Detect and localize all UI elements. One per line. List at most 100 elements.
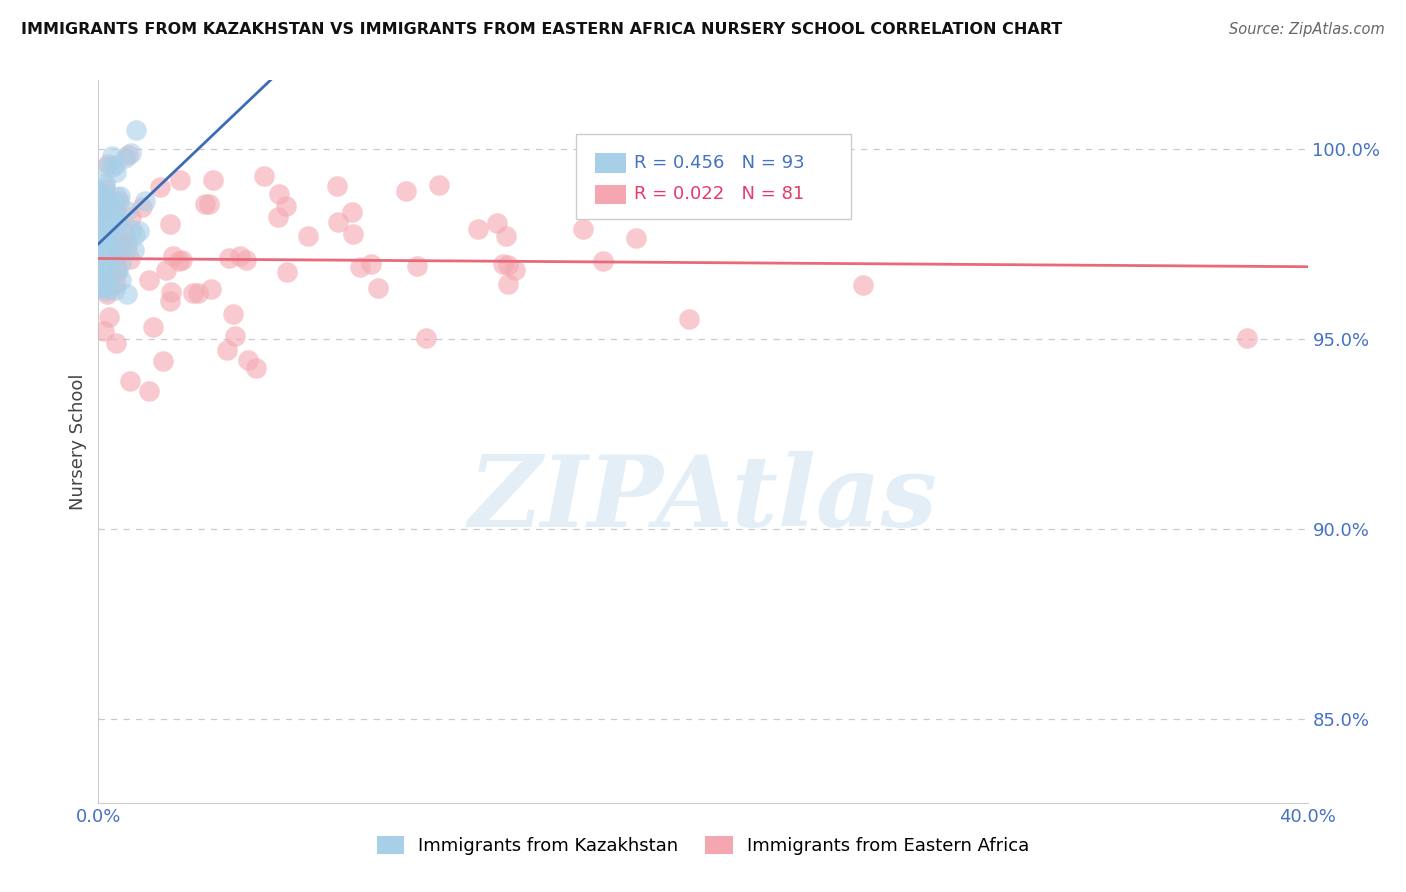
Point bbox=[97, 246, 120, 260]
Point bbox=[202, 173, 225, 187]
Point bbox=[93, 205, 115, 219]
Point bbox=[496, 277, 519, 292]
Point bbox=[159, 285, 181, 299]
Legend: Immigrants from Kazakhstan, Immigrants from Eastern Africa: Immigrants from Kazakhstan, Immigrants f… bbox=[370, 829, 1036, 863]
Point bbox=[90, 206, 112, 220]
Point bbox=[253, 169, 276, 183]
Point bbox=[274, 198, 297, 212]
Point bbox=[852, 277, 875, 292]
Point bbox=[90, 204, 112, 219]
Point bbox=[114, 226, 136, 240]
Point bbox=[592, 254, 614, 268]
Point bbox=[624, 231, 647, 245]
Point bbox=[167, 254, 190, 268]
Point bbox=[114, 151, 136, 165]
Point bbox=[101, 196, 124, 211]
Point bbox=[96, 287, 118, 301]
Point bbox=[229, 249, 252, 263]
Point bbox=[121, 223, 143, 237]
Point bbox=[94, 182, 117, 196]
Point bbox=[125, 122, 148, 136]
Point bbox=[97, 219, 120, 234]
Point bbox=[94, 259, 117, 273]
Point bbox=[94, 275, 117, 289]
Point bbox=[96, 252, 118, 266]
Point bbox=[1236, 331, 1258, 345]
Point bbox=[89, 251, 111, 265]
Point bbox=[155, 263, 177, 277]
Point bbox=[94, 178, 117, 193]
Point bbox=[93, 260, 115, 274]
Point bbox=[395, 185, 418, 199]
Point bbox=[172, 253, 194, 268]
Point bbox=[103, 210, 125, 224]
Point bbox=[427, 178, 450, 192]
Point bbox=[117, 242, 139, 256]
Point bbox=[159, 217, 181, 231]
Point bbox=[96, 251, 118, 265]
Point bbox=[96, 211, 118, 226]
Y-axis label: Nursery School: Nursery School bbox=[69, 373, 87, 510]
Point bbox=[120, 210, 142, 224]
Text: Source: ZipAtlas.com: Source: ZipAtlas.com bbox=[1229, 22, 1385, 37]
Point bbox=[90, 253, 112, 268]
Point bbox=[142, 319, 165, 334]
Point bbox=[152, 353, 174, 368]
Point bbox=[94, 251, 117, 265]
Point bbox=[94, 256, 117, 270]
Point bbox=[235, 253, 257, 268]
Point bbox=[105, 196, 128, 211]
Point bbox=[217, 343, 239, 357]
Point bbox=[194, 197, 217, 211]
Point bbox=[110, 189, 132, 203]
Point bbox=[91, 196, 114, 211]
Point bbox=[120, 145, 142, 160]
Point bbox=[91, 275, 114, 289]
Point bbox=[91, 232, 114, 246]
Point bbox=[87, 201, 110, 215]
Text: R = 0.022   N = 81: R = 0.022 N = 81 bbox=[634, 186, 804, 203]
Point bbox=[101, 233, 124, 247]
Point bbox=[87, 281, 110, 295]
Point bbox=[495, 229, 517, 244]
Text: ZIPAtlas: ZIPAtlas bbox=[468, 451, 938, 548]
Point bbox=[131, 200, 153, 214]
Point bbox=[326, 215, 349, 229]
Point bbox=[326, 178, 349, 193]
Point bbox=[91, 271, 114, 285]
Point bbox=[98, 310, 121, 324]
Point bbox=[96, 277, 118, 292]
Point bbox=[89, 258, 111, 272]
Point bbox=[162, 249, 184, 263]
Point bbox=[110, 235, 132, 250]
Point bbox=[93, 245, 115, 260]
Point bbox=[104, 283, 127, 297]
Point bbox=[100, 213, 122, 227]
Point bbox=[200, 282, 222, 296]
Point bbox=[100, 244, 122, 259]
Point bbox=[104, 336, 127, 351]
Point bbox=[105, 211, 128, 225]
Point bbox=[91, 216, 114, 230]
Point bbox=[90, 238, 112, 252]
Point bbox=[467, 222, 489, 236]
Point bbox=[128, 224, 150, 238]
Text: IMMIGRANTS FROM KAZAKHSTAN VS IMMIGRANTS FROM EASTERN AFRICA NURSERY SCHOOL CORR: IMMIGRANTS FROM KAZAKHSTAN VS IMMIGRANTS… bbox=[21, 22, 1063, 37]
Point bbox=[218, 251, 240, 265]
Point bbox=[91, 206, 114, 220]
Point bbox=[107, 234, 129, 248]
Point bbox=[120, 252, 142, 267]
Point bbox=[122, 243, 145, 257]
Point bbox=[98, 242, 121, 256]
Point bbox=[222, 307, 245, 321]
Point bbox=[89, 222, 111, 236]
Point bbox=[187, 286, 209, 301]
Point bbox=[96, 209, 118, 223]
Point bbox=[415, 331, 437, 345]
Point bbox=[104, 263, 127, 277]
Point bbox=[110, 255, 132, 269]
Point bbox=[101, 160, 124, 174]
Point bbox=[115, 204, 138, 219]
Point bbox=[89, 257, 111, 271]
Point bbox=[93, 215, 115, 229]
